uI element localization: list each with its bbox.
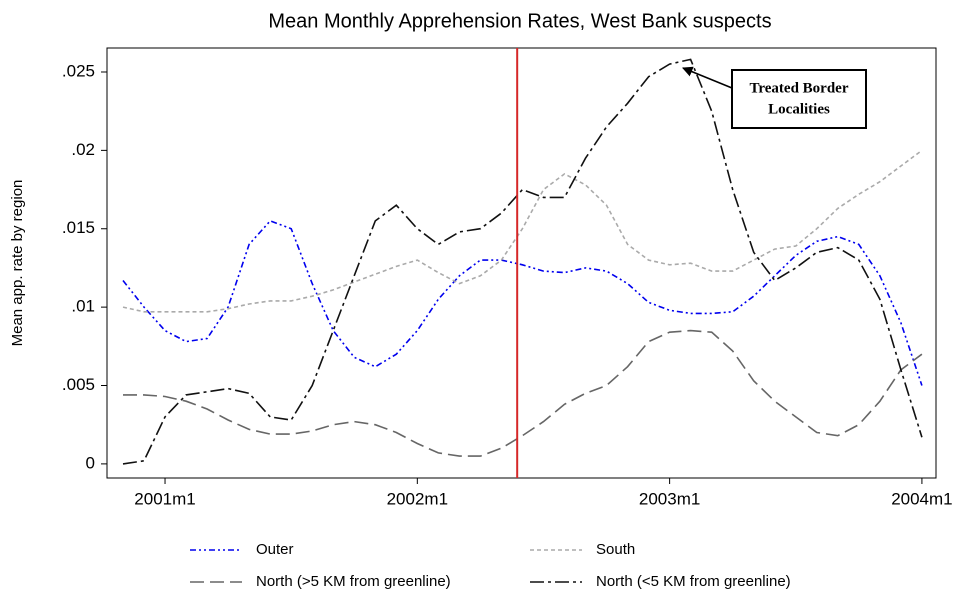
legend-label: Outer [256, 541, 294, 558]
y-tick-label: .01 [71, 297, 95, 316]
y-tick-label: .02 [71, 140, 95, 159]
annotation: Treated Border Localities [682, 66, 867, 129]
y-tick-label: .005 [62, 375, 95, 394]
legend-label: North (>5 KM from greenline) [256, 573, 451, 590]
legend-label: North (<5 KM from greenline) [596, 573, 791, 590]
x-tick-label: 2003m1 [639, 489, 700, 508]
series-line [122, 219, 923, 386]
annotation-box [731, 69, 867, 129]
x-tick-label: 2004m1 [891, 489, 952, 508]
annotation-text: Localities [768, 101, 830, 117]
series-line [122, 58, 923, 465]
x-tick-label: 2001m1 [134, 489, 195, 508]
annotation-text: Treated Border [749, 80, 848, 96]
x-tick-label: 2002m1 [387, 489, 448, 508]
y-tick-label: .025 [62, 61, 95, 80]
chart-title: Mean Monthly Apprehension Rates, West Ba… [268, 10, 771, 32]
y-tick-label: .015 [62, 218, 95, 237]
plot-frame [106, 47, 937, 479]
legend-label: South [596, 541, 635, 558]
y-tick-label: 0 [86, 453, 95, 472]
series-line [122, 149, 923, 313]
annotation-arrow [682, 66, 733, 89]
y-axis-label: Mean app. rate by region [9, 180, 26, 347]
